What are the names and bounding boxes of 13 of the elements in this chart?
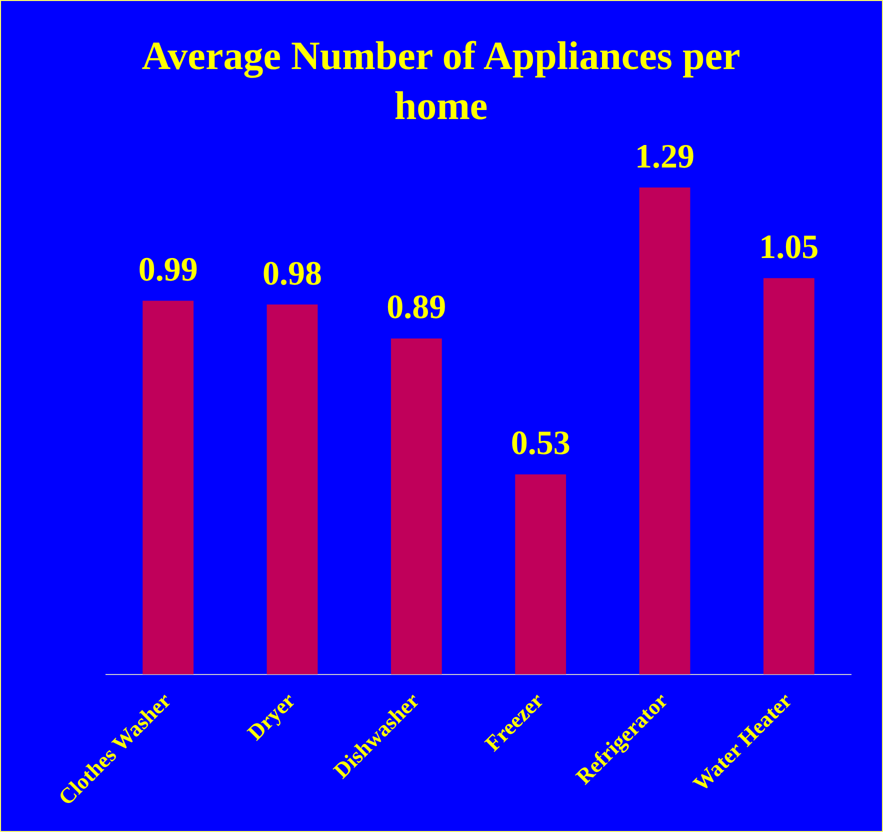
data-label: 1.05 — [759, 228, 819, 266]
bar — [515, 474, 566, 674]
bar — [390, 338, 442, 674]
bar — [639, 188, 690, 674]
bar — [266, 304, 318, 674]
data-label: 1.29 — [635, 138, 694, 176]
chart-title: Average Number of Appliances per home — [140, 32, 742, 130]
data-label: 0.99 — [138, 252, 198, 289]
data-label: 0.53 — [510, 425, 570, 462]
data-label: 0.98 — [262, 255, 322, 292]
bar — [763, 278, 814, 674]
bar — [142, 300, 194, 674]
data-label: 0.89 — [386, 289, 446, 326]
